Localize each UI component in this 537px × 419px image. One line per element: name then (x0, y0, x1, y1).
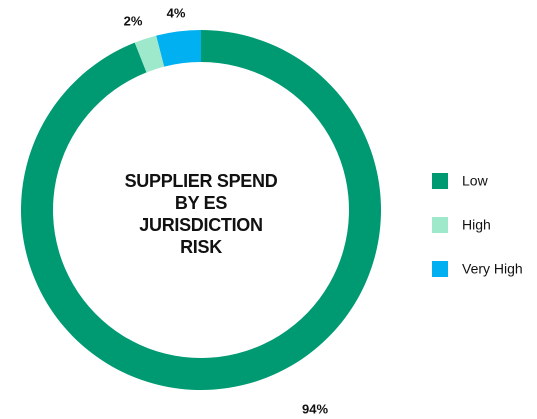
legend-swatch (432, 261, 448, 277)
donut-segment (156, 30, 201, 67)
data-label: 2% (124, 13, 143, 28)
chart-title: SUPPLIER SPEND BY ES JURISDICTION RISK (124, 171, 278, 257)
donut-segment (134, 35, 165, 73)
legend-label: High (462, 217, 491, 233)
data-label: 4% (167, 5, 186, 20)
legend-swatch (432, 217, 448, 233)
data-label: 94% (302, 401, 328, 416)
legend-label: Very High (462, 261, 523, 277)
legend-label: Low (462, 173, 489, 189)
legend-swatch (432, 173, 448, 189)
